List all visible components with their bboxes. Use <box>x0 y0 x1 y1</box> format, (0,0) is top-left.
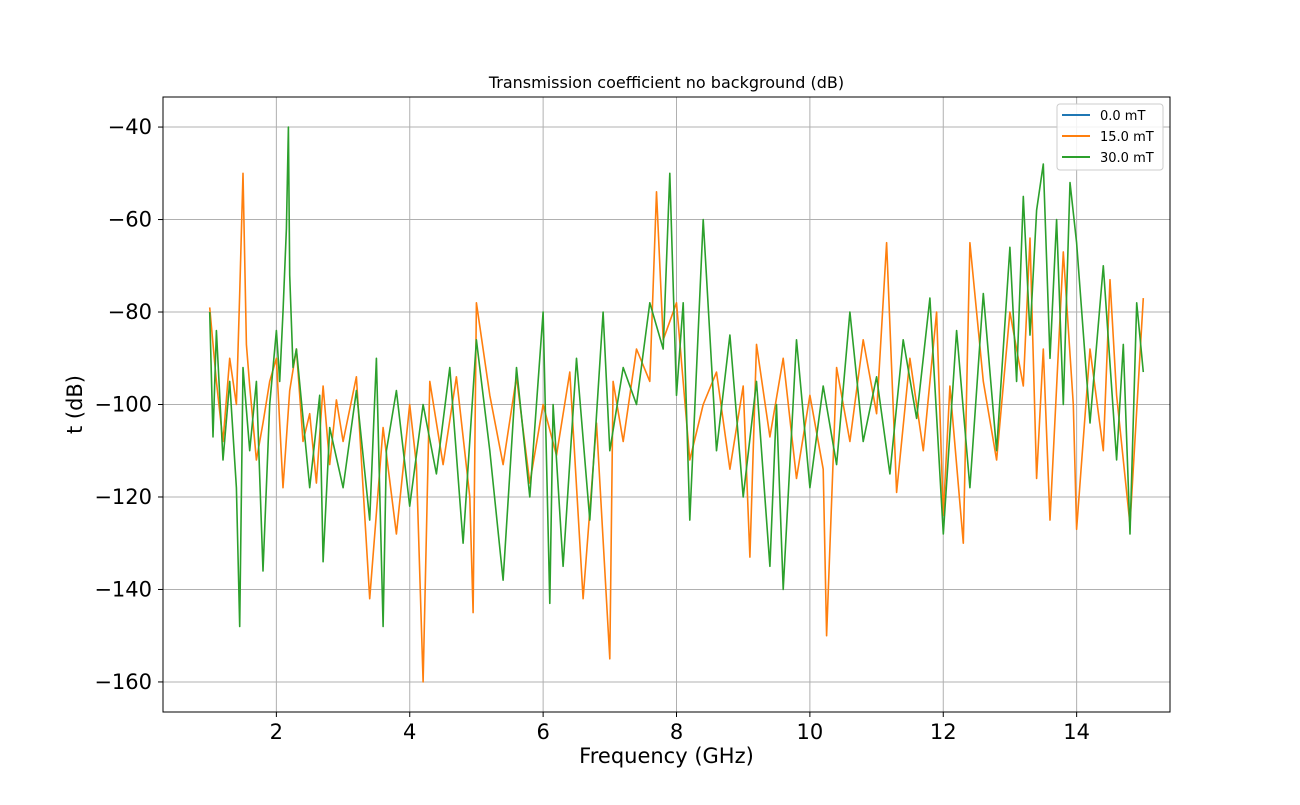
x-tick-label: 8 <box>670 720 683 744</box>
legend: 0.0 mT 15.0 mT 30.0 mT <box>1056 103 1164 171</box>
y-tick-label: −160 <box>94 670 152 694</box>
y-tick-label: −140 <box>94 577 152 601</box>
x-tick-label: 2 <box>270 720 283 744</box>
x-tick-label: 4 <box>403 720 416 744</box>
series-layer <box>208 126 1145 683</box>
legend-label: 15.0 mT <box>1100 130 1154 145</box>
y-tick-label: −40 <box>108 115 152 139</box>
x-tick-label: 14 <box>1063 720 1090 744</box>
x-tick-label: 10 <box>797 720 824 744</box>
x-axis-label: Frequency (GHz) <box>579 744 754 768</box>
chart-title: Transmission coefficient no background (… <box>488 73 844 92</box>
legend-label: 0.0 mT <box>1100 109 1145 124</box>
y-tick-label: −100 <box>94 393 152 417</box>
grid <box>163 97 1170 712</box>
y-tick-label: −60 <box>108 208 152 232</box>
x-tick-label: 6 <box>536 720 549 744</box>
series-line-15-0-mt <box>208 172 1145 683</box>
legend-items: 0.0 mT 15.0 mT 30.0 mT <box>1062 109 1154 166</box>
series-line-30-0-mt <box>208 126 1145 628</box>
legend-label: 30.0 mT <box>1100 151 1154 166</box>
x-tick-label: 12 <box>930 720 957 744</box>
y-tick-label: −80 <box>108 300 152 324</box>
ticks: 2 4 6 8 10 12 14 −40 −60 −80 −100 −120 −140 −160 <box>94 115 1090 744</box>
y-axis-label: t (dB) <box>63 375 87 434</box>
legend-box <box>1056 103 1164 171</box>
y-tick-label: −120 <box>94 485 152 509</box>
